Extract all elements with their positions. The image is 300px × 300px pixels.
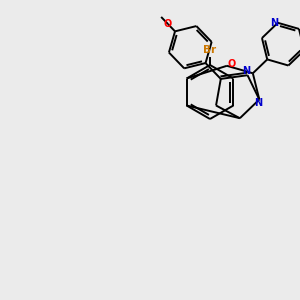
Text: N: N [242,66,250,76]
Text: O: O [228,59,236,69]
Text: N: N [254,98,262,109]
Text: O: O [164,19,172,29]
Text: N: N [270,18,278,28]
Text: Br: Br [203,45,217,55]
